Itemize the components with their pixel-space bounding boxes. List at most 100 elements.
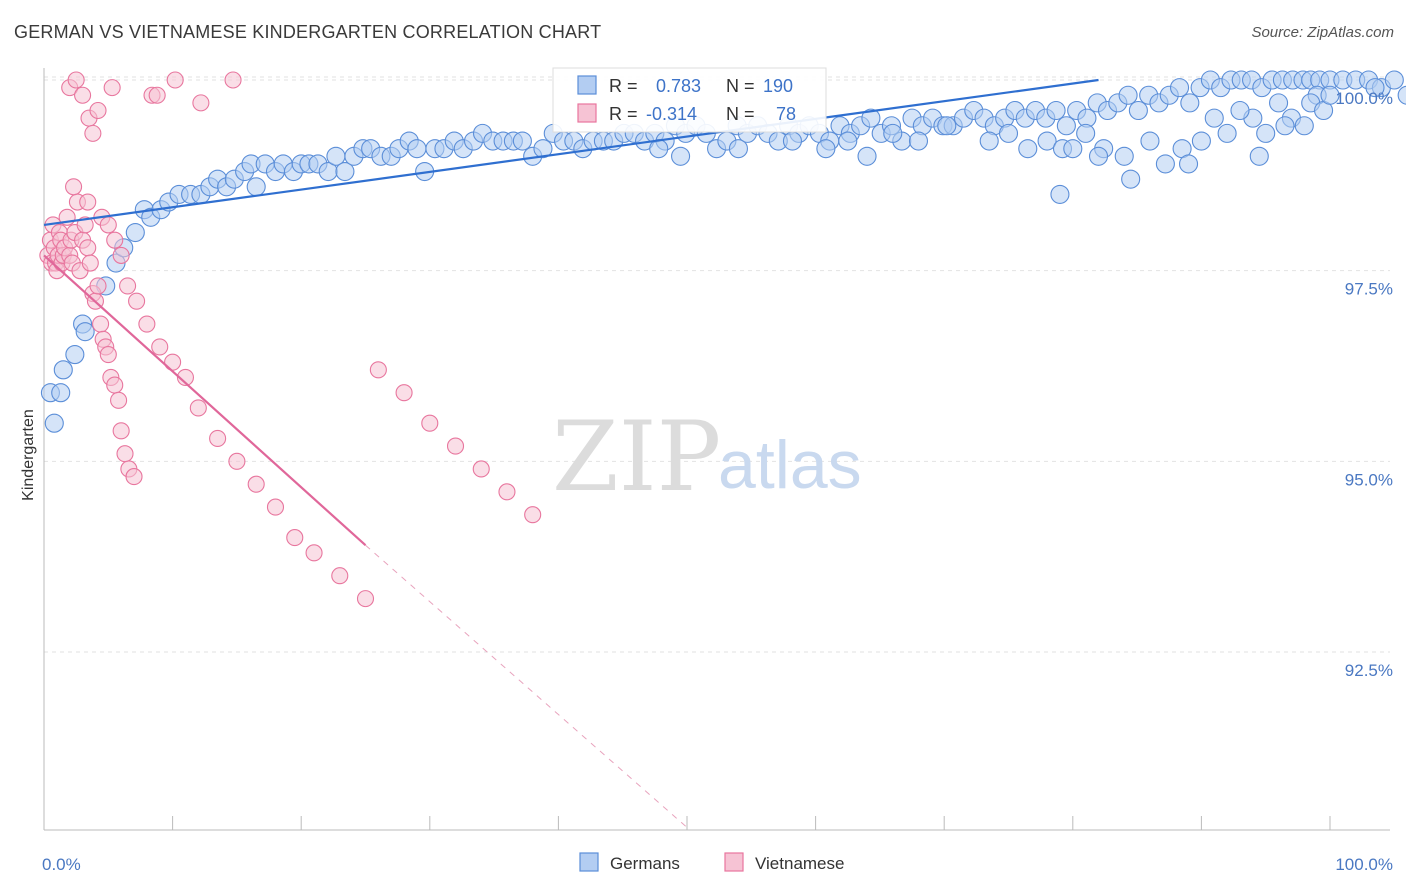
data-point [1076,123,1096,143]
data-point [79,193,97,211]
y-axis-label: Kindergarten [20,409,37,501]
data-point [1178,154,1199,174]
data-point [395,384,413,402]
data-point [286,529,304,547]
data-point [1256,123,1276,143]
data-point [166,71,184,89]
data-point [369,361,387,379]
y-tick-label: 92.5% [1345,661,1393,680]
data-point [1180,93,1200,113]
tick-labels: 92.5% 95.0% 97.5% 100.0% 0.0% 100.0% [42,89,1393,874]
data-point [335,161,355,182]
watermark-zip: ZIP [552,401,721,513]
data-point [79,239,97,257]
data-point [331,567,349,585]
data-point [65,345,85,365]
y-tick-label: 95.0% [1345,470,1393,489]
german-n-value: 190 [763,76,793,96]
data-point [937,116,957,136]
data-point [356,590,375,608]
data-point [1191,131,1211,151]
y-tick-label: 100.0% [1335,89,1393,108]
data-point [1249,146,1269,166]
data-point [498,483,516,501]
data-point [192,94,210,112]
data-point [1046,100,1066,121]
data-point [1169,78,1190,98]
data-point [524,506,542,524]
vietnamese-r-label: R = [609,104,638,124]
data-point [472,460,490,478]
data-point [106,376,124,394]
axes [43,68,1390,831]
legend-vietnamese-swatch [724,852,744,872]
data-point [106,231,124,249]
data-point [65,178,83,196]
data-point [446,437,465,455]
data-point [857,146,877,166]
data-point [125,222,145,243]
data-point [1018,139,1038,159]
data-point [1056,116,1076,136]
data-point [816,139,836,159]
data-point [119,277,137,295]
data-point [1269,93,1289,113]
data-point [1088,146,1109,166]
data-point [247,475,265,493]
data-point [1397,85,1406,105]
data-point [138,315,156,333]
data-point [1155,154,1175,174]
german-trend-line [43,78,1099,226]
data-point [224,71,242,89]
data-point [99,346,117,364]
stats-box: R = 0.783 N = 190 R = -0.314 N = 78 [552,67,827,133]
data-point [81,254,99,272]
data-point [148,86,166,104]
german-n-label: N = [726,76,755,96]
data-point [67,71,85,89]
trend-lines [43,78,1099,828]
data-point [112,422,130,440]
watermark: ZIP atlas [552,401,862,513]
data-point [1320,85,1340,105]
data-point [1217,123,1237,143]
x-tick-label: 0.0% [42,855,81,874]
data-point [1275,116,1295,136]
source-label: Source: ZipAtlas.com [1251,24,1394,41]
vietnamese-trend-line [43,254,367,547]
data-point [75,322,95,342]
data-point [89,277,107,295]
vietnamese-points [39,71,542,608]
data-point [1128,100,1148,121]
data-point [176,368,195,386]
data-point [861,108,881,128]
data-point [421,414,439,432]
data-point [671,146,691,166]
data-point [74,86,92,104]
data-point [53,360,73,380]
legend-german-label: Germans [610,854,680,873]
data-point [1230,100,1250,121]
vietnamese-n-label: N = [726,104,755,124]
data-point [103,79,121,97]
data-point [89,101,107,120]
data-point [266,498,285,516]
legend-vietnamese-label: Vietnamese [755,854,844,873]
data-point [44,413,64,433]
data-point [84,124,102,142]
data-point [116,445,134,463]
data-point [998,123,1019,143]
data-point [1140,131,1160,151]
data-point [728,139,748,159]
german-r-value: 0.783 [656,76,701,96]
x-tick-label: 100.0% [1335,855,1393,874]
data-point [979,131,999,151]
vietnamese-n-value: 78 [776,104,796,124]
data-point [209,429,227,448]
data-point [228,452,246,470]
data-point [407,139,427,159]
data-point [512,131,532,151]
chart-title: GERMAN VS VIETNAMESE KINDERGARTEN CORREL… [14,22,602,42]
data-point [1121,169,1141,189]
